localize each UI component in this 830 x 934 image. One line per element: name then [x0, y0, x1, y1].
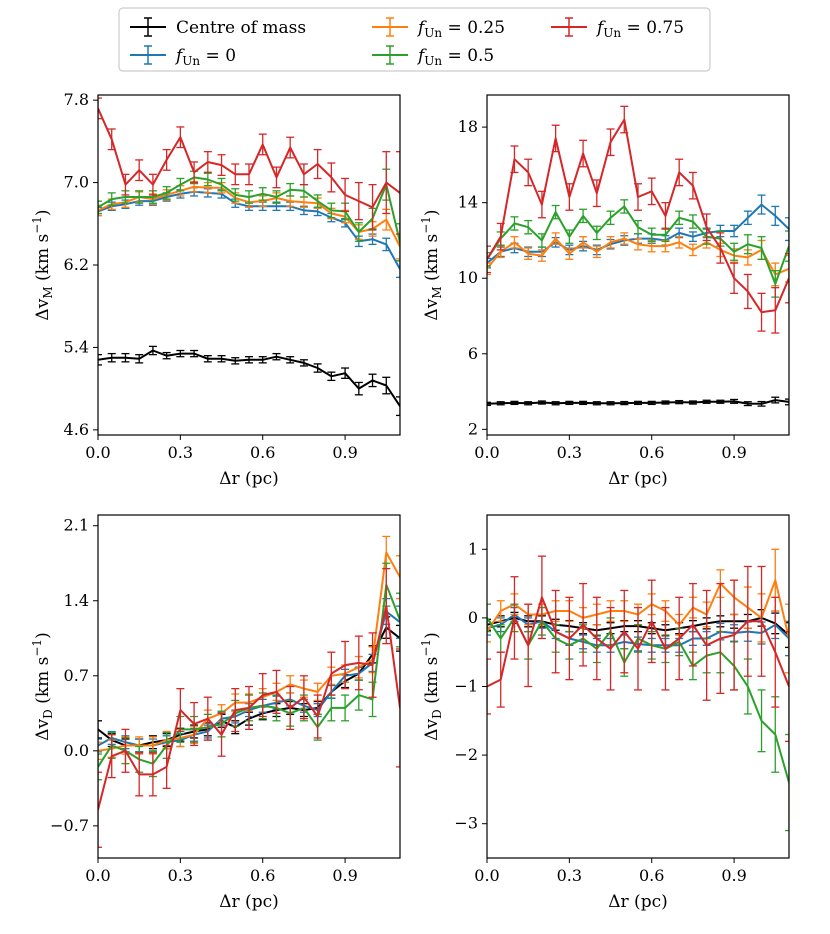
y-tick-label: 5.4 [64, 337, 89, 356]
y-tick-label: 0.0 [64, 741, 89, 760]
series-line [487, 399, 789, 405]
y-tick-label: 14 [458, 193, 478, 212]
y-tick-label: 2 [468, 419, 478, 438]
y-axis-label: ΔvD (km s−1) [30, 632, 55, 740]
series-green [487, 199, 789, 298]
legend-label: fUn = 0.25 [416, 18, 505, 40]
y-tick-label: 10 [458, 268, 478, 287]
y-tick-label: 1 [468, 539, 478, 558]
legend-entry-red: fUn = 0.75 [551, 17, 684, 40]
x-tick-label: 0.9 [332, 866, 357, 885]
x-tick-label: 0.0 [474, 443, 499, 462]
y-tick-label: 7.0 [64, 173, 89, 192]
x-tick-label: 0.3 [557, 443, 582, 462]
series-line [487, 596, 789, 688]
y-tick-label: 2.1 [64, 516, 89, 535]
x-tick-label: 0.9 [721, 443, 746, 462]
legend-entry-orange: fUn = 0.25 [372, 17, 505, 40]
y-tick-label: 1.4 [64, 591, 89, 610]
panel-bottom-left: 0.0 0.3 0.6 0.9 −0.7 0.0 0.7 1.4 2.1 Δr (pc) ΔvD (… [30, 514, 401, 912]
axes-frame [486, 94, 790, 436]
x-tick-label: 0.0 [474, 866, 499, 885]
x-tick-label: 0.3 [168, 866, 193, 885]
panel-bottom-right: 0.0 0.3 0.6 0.9 −3 −2 −1 0 1 Δr (pc) ΔvD (km s−1) [419, 514, 790, 912]
series-red [98, 97, 400, 235]
x-tick-label: 0.6 [250, 866, 275, 885]
series-orange [487, 232, 789, 287]
panel-top-left: 0.0 0.3 0.6 0.9 4.6 5.4 6.2 7.0 7.8 Δr (pc) ΔvM (k… [30, 90, 401, 489]
y-tick-label: 6 [468, 344, 478, 363]
x-tick-label: 0.0 [85, 866, 110, 885]
series-red [487, 555, 789, 743]
x-tick-label: 0.6 [639, 443, 664, 462]
series-line [98, 176, 400, 243]
series-line [98, 107, 400, 209]
series-line [487, 237, 789, 276]
series-line [98, 605, 400, 811]
y-tick-label: 6.2 [64, 255, 89, 274]
y-tick-label: 7.8 [64, 90, 89, 109]
series-line [487, 118, 789, 314]
y-tick-label: 18 [458, 117, 478, 136]
x-tick-label: 0.3 [168, 443, 193, 462]
axes-frame [97, 514, 401, 859]
series-black [98, 345, 400, 417]
series-red [487, 105, 789, 334]
legend-frame [118, 7, 711, 72]
legend-label: fUn = 0.75 [595, 18, 684, 40]
plot-area [98, 97, 400, 417]
x-axis-label: Δr (pc) [608, 892, 667, 912]
y-tick-label: 0 [468, 608, 478, 627]
series-black [487, 396, 789, 407]
legend-entry-black: Centre of mass [130, 17, 306, 38]
y-axis-label: ΔvM (km s−1) [419, 209, 444, 320]
x-tick-label: 0.9 [721, 866, 746, 885]
y-axis-label: ΔvM (km s−1) [30, 209, 55, 320]
y-tick-label: 0.7 [64, 666, 89, 685]
series-line [98, 349, 400, 407]
y-tick-label: −2 [454, 745, 478, 764]
series-green [98, 562, 400, 781]
x-tick-label: 0.0 [85, 443, 110, 462]
series-line [487, 205, 789, 285]
legend-label: fUn = 0.5 [416, 46, 494, 68]
series-red [98, 567, 400, 848]
panel-top-right: 0.0 0.3 0.6 0.9 2 6 10 14 18 Δr (pc) ΔvM (km s−1) [419, 94, 790, 489]
plot-area [487, 105, 789, 407]
series-black [98, 616, 400, 753]
x-tick-label: 0.6 [250, 443, 275, 462]
x-axis-label: Δr (pc) [219, 892, 278, 912]
y-tick-label: −0.7 [50, 816, 89, 835]
legend-label: Centre of mass [176, 18, 306, 38]
legend-entry-blue: fUn = 0 [130, 45, 236, 68]
x-axis-label: Δr (pc) [608, 469, 667, 489]
plot-area [98, 535, 400, 848]
x-tick-label: 0.6 [639, 866, 664, 885]
legend-label: fUn = 0 [174, 46, 236, 68]
y-tick-label: −3 [454, 814, 478, 833]
legend: Centre of mass fUn = 0 fUn = 0.25 fUn = 0.5… [118, 7, 711, 72]
x-tick-label: 0.3 [557, 866, 582, 885]
plot-area [487, 548, 789, 832]
y-tick-label: −1 [454, 677, 478, 696]
legend-entry-green: fUn = 0.5 [372, 45, 494, 68]
y-tick-label: 4.6 [64, 420, 89, 439]
x-axis-label: Δr (pc) [219, 469, 278, 489]
y-axis-label: ΔvD (km s−1) [419, 632, 444, 740]
x-tick-label: 0.9 [332, 443, 357, 462]
